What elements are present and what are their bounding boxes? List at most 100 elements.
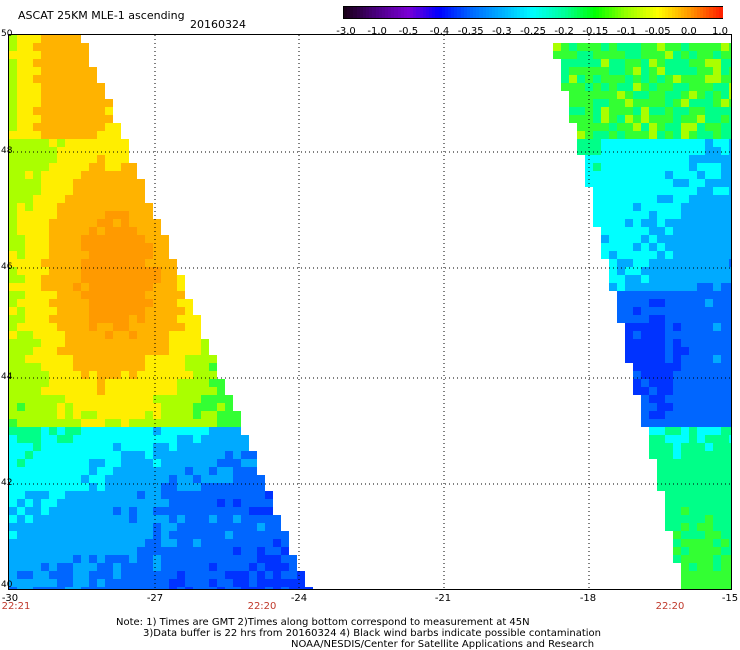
- swath-cell: [225, 395, 233, 403]
- swath-cell: [201, 379, 209, 387]
- swath-cell: [673, 43, 681, 51]
- swath-cell: [609, 211, 617, 219]
- swath-cell: [593, 123, 601, 131]
- swath-cell: [121, 283, 129, 291]
- swath-cell: [73, 411, 81, 419]
- swath-cell: [617, 67, 625, 75]
- swath-cell: [17, 403, 25, 411]
- swath-cell: [657, 187, 665, 195]
- swath-cell: [25, 331, 33, 339]
- swath-cell: [89, 387, 97, 395]
- swath-cell: [177, 547, 185, 555]
- swath-cell: [601, 107, 609, 115]
- swath-cell: [41, 363, 49, 371]
- swath-cell: [137, 467, 145, 475]
- swath-cell: [225, 523, 233, 531]
- swath-cell: [25, 299, 33, 307]
- swath-cell: [593, 155, 601, 163]
- swath-cell: [105, 563, 113, 571]
- swath-cell: [681, 571, 689, 579]
- swath-cell: [649, 235, 657, 243]
- color-scale-segment: [630, 7, 635, 18]
- swath-cell: [81, 339, 89, 347]
- swath-cell: [153, 355, 161, 363]
- swath-cell: [713, 163, 721, 171]
- swath-cell: [657, 419, 665, 427]
- swath-cell: [721, 267, 729, 275]
- swath-cell: [641, 123, 649, 131]
- swath-cell: [649, 331, 657, 339]
- swath-cell: [89, 563, 97, 571]
- swath-cell: [169, 387, 177, 395]
- swath-cell: [121, 451, 129, 459]
- swath-cell: [697, 51, 705, 59]
- swath-cell: [161, 291, 169, 299]
- color-scale-segment: [703, 7, 708, 18]
- swath-cell: [105, 99, 113, 107]
- swath-cell: [249, 571, 257, 579]
- swath-cell: [57, 219, 65, 227]
- swath-cell: [105, 411, 113, 419]
- swath-cell: [625, 187, 633, 195]
- swath-cell: [257, 531, 265, 539]
- swath-cell: [225, 411, 233, 419]
- swath-cell: [161, 475, 169, 483]
- swath-cell: [73, 435, 81, 443]
- swath-cell: [57, 499, 65, 507]
- swath-cell: [113, 515, 121, 523]
- swath-cell: [41, 459, 49, 467]
- swath-cell: [641, 139, 649, 147]
- swath-cell: [97, 355, 105, 363]
- swath-cell: [649, 139, 657, 147]
- swath-cell: [105, 147, 113, 155]
- swath-cell: [97, 83, 105, 91]
- swath-cell: [729, 483, 731, 491]
- swath-cell: [209, 483, 217, 491]
- swath-cell: [81, 267, 89, 275]
- swath-cell: [137, 243, 145, 251]
- swath-cell: [185, 323, 193, 331]
- swath-cell: [41, 91, 49, 99]
- swath-cell: [681, 75, 689, 83]
- swath-cell: [169, 531, 177, 539]
- swath-cell: [33, 59, 41, 67]
- swath-cell: [129, 587, 137, 589]
- swath-cell: [153, 299, 161, 307]
- swath-cell: [145, 411, 153, 419]
- swath-cell: [633, 211, 641, 219]
- color-scale-segment: [643, 7, 648, 18]
- swath-cell: [57, 539, 65, 547]
- swath-cell: [81, 435, 89, 443]
- swath-cell: [625, 203, 633, 211]
- swath-cell: [137, 291, 145, 299]
- swath-cell: [217, 507, 225, 515]
- swath-cell: [689, 395, 697, 403]
- swath-cell: [233, 467, 241, 475]
- swath-cell: [25, 419, 33, 427]
- swath-cell: [65, 139, 73, 147]
- swath-cell: [89, 195, 97, 203]
- swath-cell: [697, 507, 705, 515]
- swath-cell: [137, 267, 145, 275]
- swath-cell: [705, 555, 713, 563]
- swath-cell: [721, 571, 729, 579]
- swath-cell: [617, 291, 625, 299]
- swath-cell: [97, 515, 105, 523]
- swath-cell: [81, 123, 89, 131]
- swath-cell: [9, 539, 17, 547]
- swath-cell: [57, 51, 65, 59]
- swath-cell: [249, 515, 257, 523]
- swath-cell: [657, 411, 665, 419]
- swath-cell: [649, 83, 657, 91]
- swath-cell: [153, 291, 161, 299]
- swath-cell: [705, 195, 713, 203]
- swath-cell: [49, 347, 57, 355]
- swath-cell: [137, 371, 145, 379]
- color-scale-segment: [403, 7, 408, 18]
- swath-cell: [57, 339, 65, 347]
- swath-cell: [689, 115, 697, 123]
- swath-cell: [641, 203, 649, 211]
- swath-cell: [73, 155, 81, 163]
- swath-cell: [129, 211, 137, 219]
- swath-cell: [689, 571, 697, 579]
